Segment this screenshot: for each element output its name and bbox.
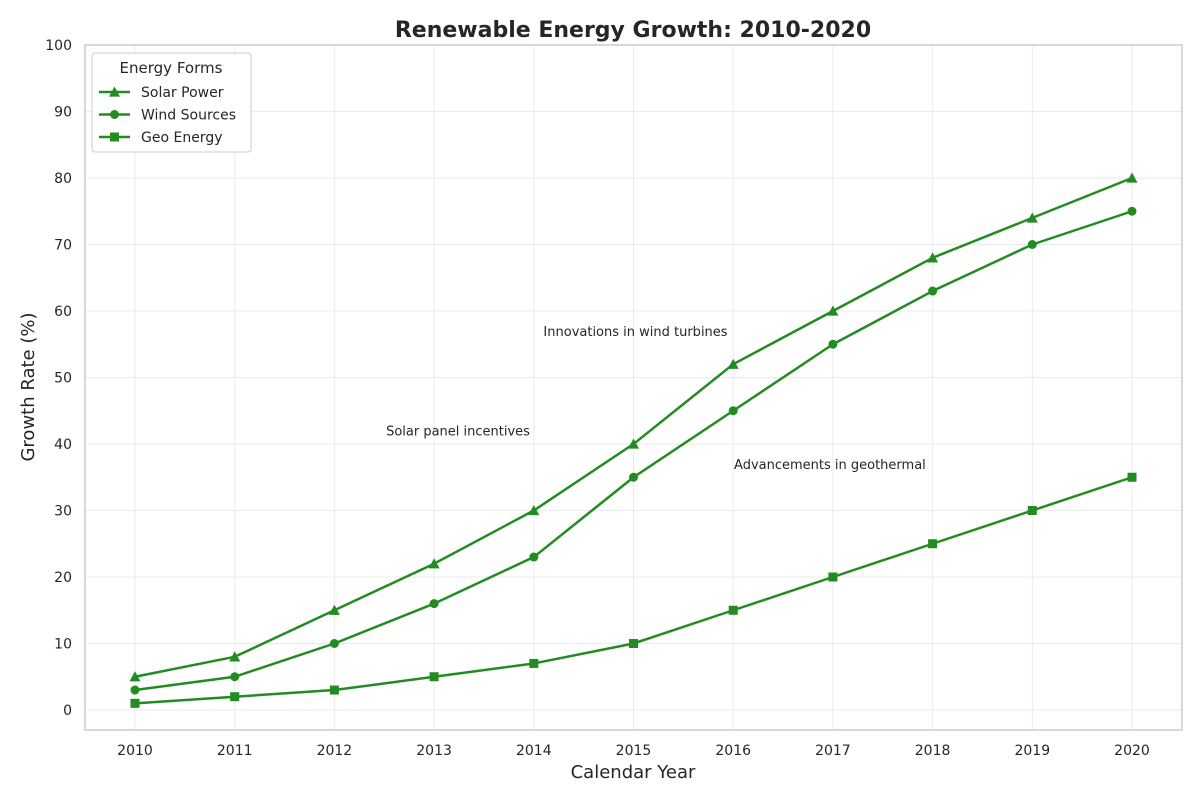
data-point (429, 672, 439, 682)
data-point (130, 685, 140, 695)
data-point (528, 505, 540, 516)
data-point (1027, 506, 1037, 515)
x-tick-label: 2013 (416, 743, 452, 759)
x-axis-ticks: 2010 2011 2012 2013 2014 2015 2016 2017 2018 2019… (117, 743, 1150, 759)
legend-marker (110, 132, 119, 142)
data-point (230, 692, 240, 702)
y-tick-label: 30 (54, 504, 72, 520)
y-axis-label: Growth Rate (%) (18, 312, 39, 461)
data-point (130, 698, 140, 708)
legend: Energy Forms Solar Power Wind Sources Geo … (91, 52, 252, 153)
y-tick-label: 90 (54, 105, 72, 121)
data-point (928, 539, 938, 549)
data-point (728, 406, 738, 416)
y-tick-label: 40 (54, 437, 72, 453)
series-layer (129, 172, 1138, 708)
x-tick-label: 2017 (815, 743, 851, 759)
legend-label: Geo Energy (141, 130, 223, 146)
annotation-text: Advancements in geothermal (734, 458, 926, 473)
data-point (428, 558, 440, 569)
data-point (129, 671, 141, 682)
data-point (329, 639, 339, 648)
x-tick-label: 2016 (715, 743, 751, 759)
y-tick-label: 70 (54, 238, 72, 254)
y-tick-label: 0 (63, 703, 72, 719)
data-point (328, 604, 340, 615)
x-tick-label: 2011 (217, 743, 253, 759)
data-point (927, 252, 939, 263)
data-point (1127, 472, 1137, 482)
legend-label: Wind Sources (141, 108, 236, 124)
data-point (429, 599, 439, 609)
x-tick-label: 2019 (1014, 743, 1050, 759)
x-axis-label: Calendar Year (571, 762, 696, 783)
annotation-text: Solar panel incentives (386, 425, 530, 440)
data-point (1127, 206, 1137, 216)
data-point (529, 552, 539, 562)
data-point (229, 651, 241, 662)
legend-item: Solar Power (99, 85, 224, 101)
plot-area-frame (84, 44, 1183, 731)
data-point (728, 605, 738, 615)
x-tick-label: 2020 (1114, 743, 1150, 759)
legend-label: Solar Power (141, 85, 224, 101)
data-point (629, 639, 638, 648)
y-tick-label: 80 (54, 171, 72, 187)
legend-items: Solar Power Wind Sources Geo Energy (99, 85, 236, 146)
data-point (827, 305, 839, 316)
legend-marker (109, 86, 120, 97)
legend-title: Energy Forms (120, 59, 223, 77)
y-tick-label: 50 (54, 371, 72, 387)
x-tick-label: 2018 (915, 743, 951, 759)
x-tick-label: 2012 (317, 743, 353, 759)
data-point (1026, 212, 1038, 223)
legend-frame (91, 52, 252, 153)
x-tick-label: 2010 (117, 743, 153, 759)
y-axis-ticks: 0 10 20 30 40 50 60 70 80 90 100 (45, 38, 72, 719)
y-tick-label: 20 (54, 570, 72, 586)
legend-marker (110, 110, 119, 119)
series-wind-sources (130, 206, 1137, 695)
series-geo-energy (130, 472, 1137, 708)
data-point (1126, 172, 1138, 183)
series-solar-power (129, 172, 1138, 682)
y-tick-label: 10 (54, 637, 72, 653)
annotations-layer: Solar panel incentives Innovations in win… (386, 325, 926, 473)
data-point (629, 472, 638, 482)
x-tick-label: 2015 (616, 743, 652, 759)
legend-item: Wind Sources (99, 108, 236, 124)
data-point (727, 358, 739, 369)
data-point (828, 339, 838, 349)
data-point (329, 685, 339, 695)
data-point (828, 572, 838, 582)
data-point (628, 438, 639, 449)
data-point (1027, 240, 1037, 249)
chart-title: Renewable Energy Growth: 2010-2020 (395, 18, 871, 43)
data-point (529, 658, 539, 668)
data-point (928, 286, 938, 296)
data-point (230, 672, 240, 682)
x-tick-label: 2014 (516, 743, 552, 759)
y-tick-label: 100 (45, 38, 72, 54)
y-tick-label: 60 (54, 304, 72, 320)
legend-item: Geo Energy (99, 130, 223, 146)
annotation-text: Innovations in wind turbines (543, 325, 727, 340)
